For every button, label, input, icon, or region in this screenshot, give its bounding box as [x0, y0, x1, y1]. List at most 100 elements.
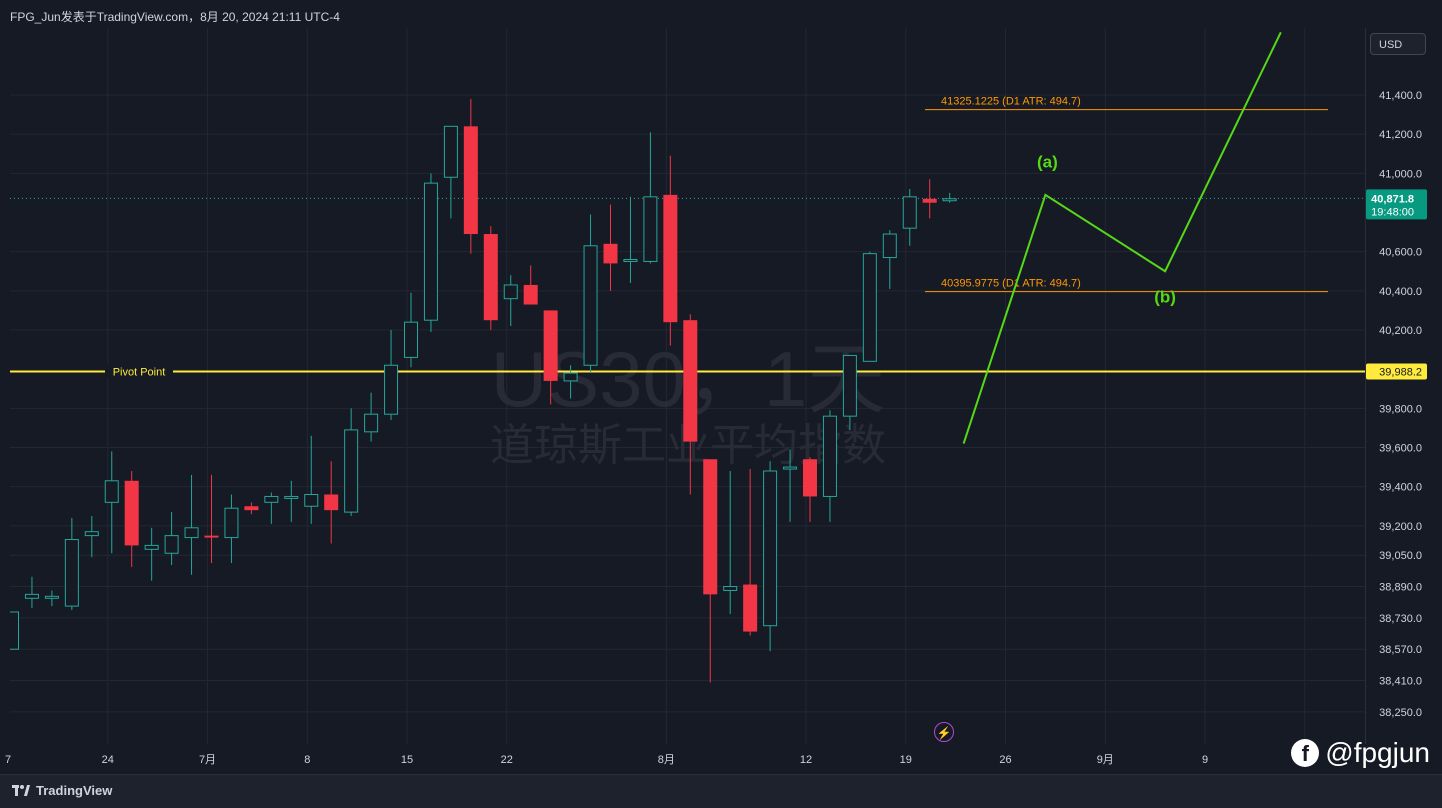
candle-body — [723, 586, 738, 591]
candle-body — [423, 182, 438, 321]
time-tick: 15 — [401, 754, 413, 766]
candle[interactable] — [24, 576, 39, 609]
candle[interactable] — [404, 292, 418, 368]
social-handle: @fpgjun — [1325, 737, 1430, 768]
candle[interactable] — [922, 179, 937, 219]
time-tick: 8月 — [658, 754, 675, 766]
publisher-info: FPG_Jun发表于TradingView.com，8月 20, 2024 21… — [10, 10, 340, 24]
candle[interactable] — [902, 188, 917, 246]
candle-body — [703, 459, 718, 595]
candle[interactable] — [344, 408, 359, 517]
candle[interactable] — [164, 512, 179, 565]
candle[interactable] — [543, 310, 558, 405]
candle[interactable] — [783, 449, 798, 522]
candle-body — [184, 527, 199, 539]
price-tick: 38,730.0 — [1379, 613, 1422, 625]
tradingview-logo[interactable]: TradingView — [12, 783, 112, 798]
candle-body — [683, 320, 698, 442]
price-chart[interactable]: US30，1天 道琼斯工业平均指数 Pivot Point41325.1225 … — [5, 28, 1365, 744]
lightning-icon[interactable]: ⚡ — [934, 722, 954, 742]
pivot-label: Pivot Point — [113, 366, 166, 378]
chart-plot-area[interactable]: US30，1天 道琼斯工业平均指数 Pivot Point41325.1225 … — [5, 28, 1365, 744]
candle[interactable] — [264, 492, 279, 524]
candle-body — [164, 535, 179, 554]
candle-body — [284, 495, 299, 499]
candle[interactable] — [623, 196, 638, 283]
candle[interactable] — [244, 502, 259, 515]
candle[interactable] — [124, 470, 139, 567]
current-price-badge[interactable] — [1366, 189, 1427, 220]
candle-body — [583, 245, 598, 366]
price-axis-labels: 41,400.0 41,200.0 41,000.0 40,600.0 40,400.0… — [1366, 90, 1427, 719]
candle-body — [503, 284, 518, 300]
pivot-label-bg — [105, 364, 173, 379]
candle[interactable] — [882, 230, 897, 289]
candles — [5, 98, 957, 683]
candle[interactable] — [463, 98, 478, 254]
currency-button[interactable]: USD — [1370, 33, 1426, 55]
candle[interactable] — [204, 474, 219, 564]
candle[interactable] — [64, 517, 79, 611]
candle-body — [783, 466, 798, 470]
footer-bar: TradingView — [0, 774, 1442, 808]
price-tick: 38,570.0 — [1379, 644, 1422, 656]
candle-body — [44, 595, 59, 599]
time-axis-labels: 7247月815228月1219269月96 — [5, 754, 1308, 766]
candle[interactable] — [523, 265, 538, 305]
candle[interactable] — [304, 435, 319, 524]
candle[interactable] — [483, 226, 498, 330]
candle[interactable] — [84, 516, 99, 558]
pivot-price-badge[interactable] — [1366, 363, 1427, 380]
price-tick: 39,050.0 — [1379, 550, 1422, 562]
candle-body — [763, 470, 778, 627]
pivot-price-label: 39,988.2 — [1379, 366, 1422, 378]
time-axis[interactable]: 7247月815228月1219269月96 — [0, 744, 1442, 774]
brand-name: TradingView — [36, 783, 113, 798]
candle[interactable] — [583, 214, 598, 374]
candle[interactable] — [643, 132, 658, 264]
candle[interactable] — [822, 410, 837, 522]
candle[interactable] — [364, 392, 379, 442]
wave-label: (b) — [1154, 288, 1176, 307]
countdown-label: 19:48:00 — [1371, 206, 1414, 218]
candle[interactable] — [284, 480, 299, 522]
candle[interactable] — [663, 155, 678, 346]
candle[interactable] — [423, 173, 438, 332]
candle[interactable] — [563, 365, 578, 399]
price-axis[interactable]: 41,400.0 41,200.0 41,000.0 40,600.0 40,400.0… — [1365, 28, 1442, 744]
candle-body — [463, 126, 478, 235]
candle[interactable] — [942, 192, 957, 203]
candle[interactable] — [144, 527, 159, 581]
candle[interactable] — [703, 459, 718, 683]
candle-body — [842, 354, 857, 417]
candle[interactable] — [803, 457, 817, 522]
candle[interactable] — [104, 451, 119, 554]
candle[interactable] — [5, 611, 19, 650]
candle[interactable] — [324, 461, 339, 544]
candle[interactable] — [44, 590, 59, 607]
time-tick: 19 — [900, 754, 912, 766]
candle[interactable] — [603, 204, 618, 291]
candle-body — [384, 364, 399, 415]
price-tick: 39,400.0 — [1379, 482, 1422, 494]
candle[interactable] — [224, 494, 239, 564]
candle-body — [483, 234, 498, 321]
wave-line[interactable] — [962, 31, 1282, 444]
candle[interactable] — [842, 354, 857, 430]
candle-body — [942, 198, 957, 202]
price-tick: 39,200.0 — [1379, 521, 1422, 533]
candle[interactable] — [862, 251, 877, 362]
candle[interactable] — [184, 474, 199, 575]
candle[interactable] — [743, 469, 758, 636]
candle[interactable] — [503, 275, 518, 327]
candle[interactable] — [384, 329, 399, 421]
candle[interactable] — [723, 470, 738, 614]
atr-label: 40395.9775 (D1 ATR: 494.7) — [941, 278, 1081, 290]
time-tick: 9月 — [1097, 754, 1114, 766]
candle-body — [84, 531, 99, 537]
candle[interactable] — [683, 314, 698, 495]
time-tick: 7月 — [199, 754, 216, 766]
candle[interactable] — [763, 461, 778, 652]
candle[interactable] — [443, 125, 458, 219]
candle-body — [304, 493, 319, 507]
